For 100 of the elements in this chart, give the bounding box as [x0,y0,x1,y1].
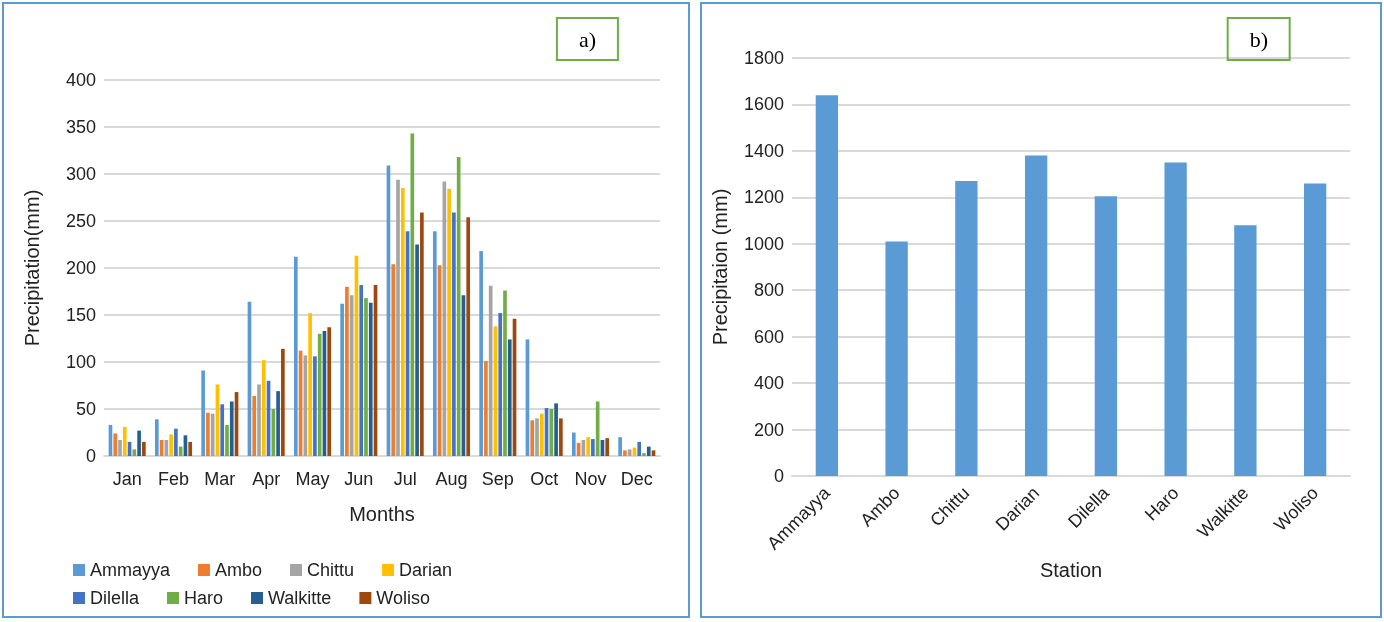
bar [484,361,488,456]
y-tick-label: 400 [65,70,96,90]
bar [281,348,285,456]
bar [169,434,173,456]
y-tick-label: 300 [65,164,96,184]
y-tick-label: 1400 [743,140,784,161]
y-tick-label: 1000 [743,233,784,254]
bar [420,212,424,456]
bar [142,441,146,456]
bar [1234,225,1257,476]
bar [122,426,127,456]
x-tick-label: Jun [344,469,374,489]
x-tick-label: Jan [112,469,142,489]
bar [627,449,632,456]
bar [605,438,610,456]
bar [271,409,276,456]
x-tick-label: Dec [620,469,653,489]
x-tick-label: Nov [574,469,607,489]
x-tick-label: Oct [530,469,559,489]
y-tick-label: 0 [85,446,96,466]
x-axis-title: Station [1039,558,1103,581]
chart-title: a) [578,26,596,52]
y-axis-title: Precipitaion (mm) [709,188,731,346]
bar [308,313,312,456]
bar [415,244,419,456]
bar [559,418,563,456]
bar [591,439,595,456]
bar [118,440,122,456]
y-tick-label: 200 [753,419,784,440]
y-tick-label: 0 [773,466,784,486]
legend-label: Haro [184,588,224,608]
y-tick-label: 800 [753,280,784,301]
bar [229,401,234,456]
y-tick-label: 50 [75,399,96,419]
bar [503,290,507,456]
bar [201,370,205,456]
legend-label: Walkitte [268,588,332,608]
x-tick-label: Sep [481,469,514,489]
bar [340,303,344,456]
y-tick-label: 150 [65,305,96,325]
bar [488,285,493,456]
bar [132,449,137,456]
bar [623,450,627,456]
bar [452,212,456,456]
bar [345,286,349,456]
bar [113,433,118,456]
y-tick-label: 200 [65,258,96,278]
bar [642,453,646,456]
bar [293,256,298,456]
bar [539,413,544,456]
bar [364,298,368,456]
bar [359,284,364,456]
bar [400,188,405,456]
x-tick-label: Aug [435,469,468,489]
y-tick-label: 1800 [743,48,784,68]
bar [391,264,396,456]
bar [257,384,261,456]
bar [396,179,400,456]
bar [206,412,210,456]
bar [885,241,908,476]
chart-title: b) [1249,26,1268,52]
bar [498,313,503,456]
bar [220,404,225,456]
bar [349,295,354,456]
bar [154,419,159,456]
bar [327,327,332,456]
bar [646,446,651,456]
legend-label: Chittu [307,560,355,580]
y-tick-label: 250 [65,211,96,231]
bar [188,441,193,456]
bar [479,251,483,456]
legend-label: Ammayya [90,560,171,580]
legend-label: Dilella [90,588,141,608]
bar [618,437,622,456]
bar [137,430,141,456]
y-tick-label: 100 [65,352,96,372]
bar [507,339,512,456]
x-tick-label: Mar [204,469,236,489]
bar [1303,183,1327,476]
x-tick-label: May [295,469,330,489]
bar [955,181,978,476]
bar [530,420,535,456]
legend-label: Ambo [215,560,263,580]
legend-label: Woliso [376,588,431,608]
bar [313,356,317,456]
bar [276,391,280,456]
bar [432,231,437,456]
y-tick-label: 1600 [743,94,784,115]
legend-label: Darian [399,560,453,580]
bar [586,437,590,456]
bar [252,395,257,456]
x-tick-label: Jul [393,469,417,489]
bar [1094,196,1118,476]
y-tick-label: 400 [753,373,784,394]
bar [571,432,576,456]
x-axis-title: Months [349,503,415,525]
bar [637,441,642,456]
bar [466,217,471,456]
bar [410,133,415,456]
bar [210,413,215,456]
